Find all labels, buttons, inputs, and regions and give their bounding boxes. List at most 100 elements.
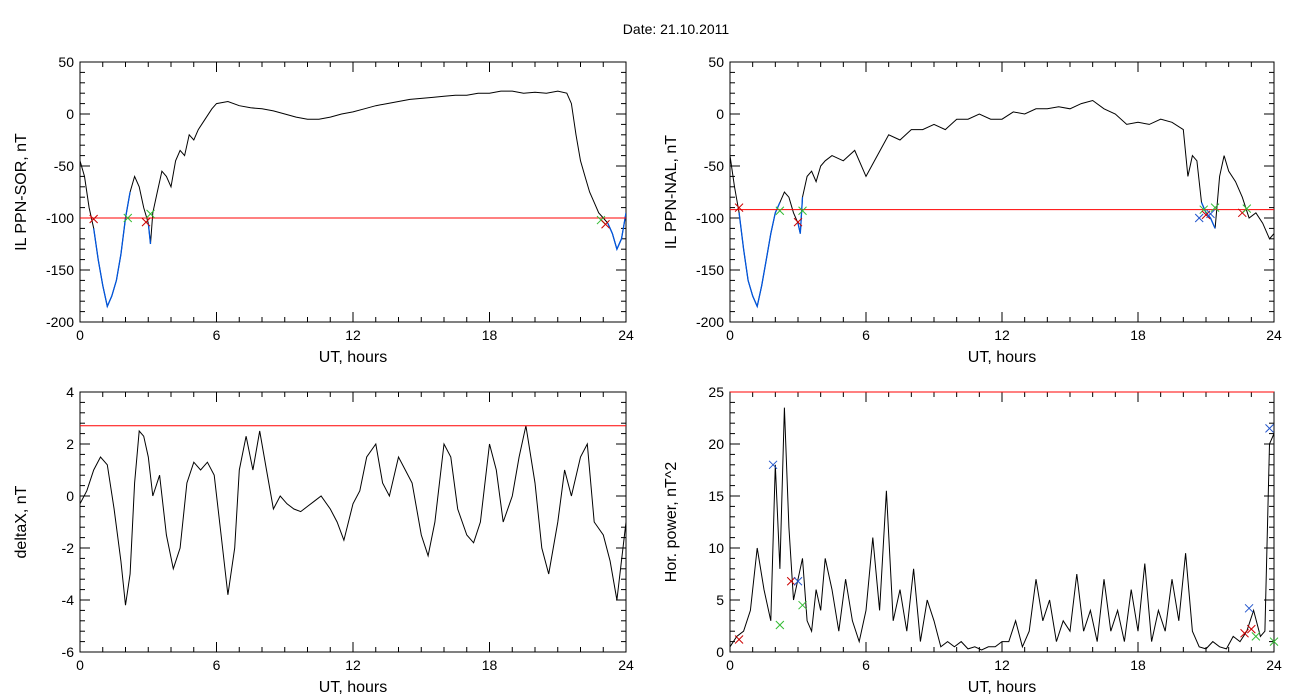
x-axis-label: UT, hours bbox=[968, 349, 1036, 366]
y-tick-label: -100 bbox=[696, 210, 724, 226]
marker-green bbox=[1242, 204, 1252, 213]
marker-stroke bbox=[1244, 603, 1254, 613]
marker-stroke bbox=[1194, 213, 1204, 223]
marker-stroke bbox=[786, 576, 796, 586]
x-tick-label: 24 bbox=[618, 657, 634, 673]
marker-stroke bbox=[798, 206, 807, 216]
marker-stroke bbox=[1206, 209, 1215, 219]
plot-frame bbox=[79, 391, 627, 653]
y-tick-label: 2 bbox=[66, 436, 74, 452]
highlight-segment bbox=[797, 197, 804, 234]
marker-red bbox=[1246, 624, 1256, 634]
y-axis-label: deltaX, nT bbox=[13, 485, 30, 558]
marker-green bbox=[1199, 205, 1209, 215]
x-tick-label: 6 bbox=[862, 657, 870, 673]
marker-stroke bbox=[1242, 204, 1252, 213]
marker-green bbox=[146, 209, 155, 219]
marker-red bbox=[89, 214, 99, 224]
marker-red bbox=[786, 576, 796, 586]
marker-red bbox=[601, 219, 610, 229]
figure-title: Date: 21.10.2011 bbox=[623, 21, 730, 37]
marker-stroke bbox=[793, 217, 803, 227]
x-axis-label: UT, hours bbox=[319, 679, 387, 696]
y-axis-label: Hor. power, nT^2 bbox=[663, 462, 680, 583]
chart-panel-1: 0 6 12 18 24 -200 -150 -100 -50 0 50 UT, hours IL PP… bbox=[13, 54, 634, 366]
marker-stroke bbox=[1199, 205, 1209, 215]
marker-stroke bbox=[146, 209, 155, 219]
y-tick-label: 0 bbox=[716, 644, 724, 660]
marker-stroke bbox=[601, 219, 610, 229]
x-axis-label: UT, hours bbox=[968, 679, 1036, 696]
highlight-segment bbox=[93, 191, 131, 309]
x-tick-label: 6 bbox=[862, 327, 870, 343]
marker-stroke bbox=[123, 213, 133, 223]
y-tick-label: -50 bbox=[54, 158, 74, 174]
y-tick-label: -4 bbox=[62, 592, 75, 608]
marker-green bbox=[123, 213, 133, 223]
marker-stroke bbox=[734, 203, 744, 212]
x-tick-label: 0 bbox=[76, 657, 84, 673]
y-tick-label: 25 bbox=[708, 384, 724, 400]
marker-green bbox=[1269, 637, 1279, 646]
x-tick-label: 0 bbox=[726, 327, 734, 343]
series-line bbox=[730, 99, 1274, 309]
highlight-segment bbox=[1200, 202, 1216, 229]
marker-stroke bbox=[775, 206, 785, 216]
marker-green bbox=[775, 206, 785, 216]
highlight-segment bbox=[738, 202, 781, 309]
marker-green bbox=[798, 600, 807, 610]
x-tick-label: 0 bbox=[76, 327, 84, 343]
y-tick-label: -150 bbox=[46, 262, 74, 278]
y-tick-label: 0 bbox=[716, 106, 724, 122]
y-tick-label: 20 bbox=[708, 436, 724, 452]
x-tick-label: 12 bbox=[345, 657, 361, 673]
marker-green bbox=[1251, 632, 1261, 641]
marker-stroke bbox=[768, 460, 778, 470]
marker-stroke bbox=[1210, 203, 1220, 212]
marker-red bbox=[1240, 628, 1249, 638]
plot-frame bbox=[729, 61, 1275, 323]
marker-blue bbox=[793, 576, 803, 586]
highlight-segment bbox=[607, 212, 626, 252]
x-tick-label: 18 bbox=[482, 657, 498, 673]
x-tick-label: 18 bbox=[482, 327, 498, 343]
marker-blue bbox=[1244, 603, 1254, 613]
y-tick-label: 50 bbox=[58, 54, 74, 70]
y-tick-label: -150 bbox=[696, 262, 724, 278]
series-line bbox=[80, 425, 626, 606]
y-axis-label: IL PPN-NAL, nT bbox=[663, 135, 680, 249]
x-tick-label: 12 bbox=[345, 327, 361, 343]
y-tick-label: -2 bbox=[62, 540, 75, 556]
marker-blue bbox=[1265, 424, 1274, 433]
y-tick-label: 10 bbox=[708, 540, 724, 556]
marker-red bbox=[141, 217, 151, 227]
marker-blue bbox=[1206, 209, 1215, 219]
marker-red bbox=[734, 203, 744, 212]
marker-green bbox=[798, 206, 807, 216]
y-tick-label: -200 bbox=[696, 314, 724, 330]
marker-stroke bbox=[775, 620, 785, 630]
marker-blue bbox=[768, 460, 778, 470]
marker-stroke bbox=[1265, 424, 1274, 433]
marker-stroke bbox=[734, 635, 744, 644]
marker-stroke bbox=[141, 217, 151, 227]
x-tick-label: 12 bbox=[994, 327, 1010, 343]
x-tick-label: 18 bbox=[1130, 657, 1146, 673]
y-tick-label: -200 bbox=[46, 314, 74, 330]
y-tick-label: 0 bbox=[66, 106, 74, 122]
x-tick-label: 24 bbox=[618, 327, 634, 343]
x-tick-label: 24 bbox=[1266, 657, 1282, 673]
series-line bbox=[730, 407, 1274, 651]
marker-stroke bbox=[1246, 624, 1256, 634]
marker-green bbox=[1210, 203, 1220, 212]
x-tick-label: 6 bbox=[213, 327, 221, 343]
plot-frame bbox=[729, 391, 1275, 653]
plot-area bbox=[80, 425, 626, 606]
marker-red bbox=[793, 217, 803, 227]
x-tick-label: 18 bbox=[1130, 327, 1146, 343]
marker-stroke bbox=[793, 576, 803, 586]
marker-stroke bbox=[89, 214, 99, 224]
marker-green bbox=[775, 620, 785, 630]
